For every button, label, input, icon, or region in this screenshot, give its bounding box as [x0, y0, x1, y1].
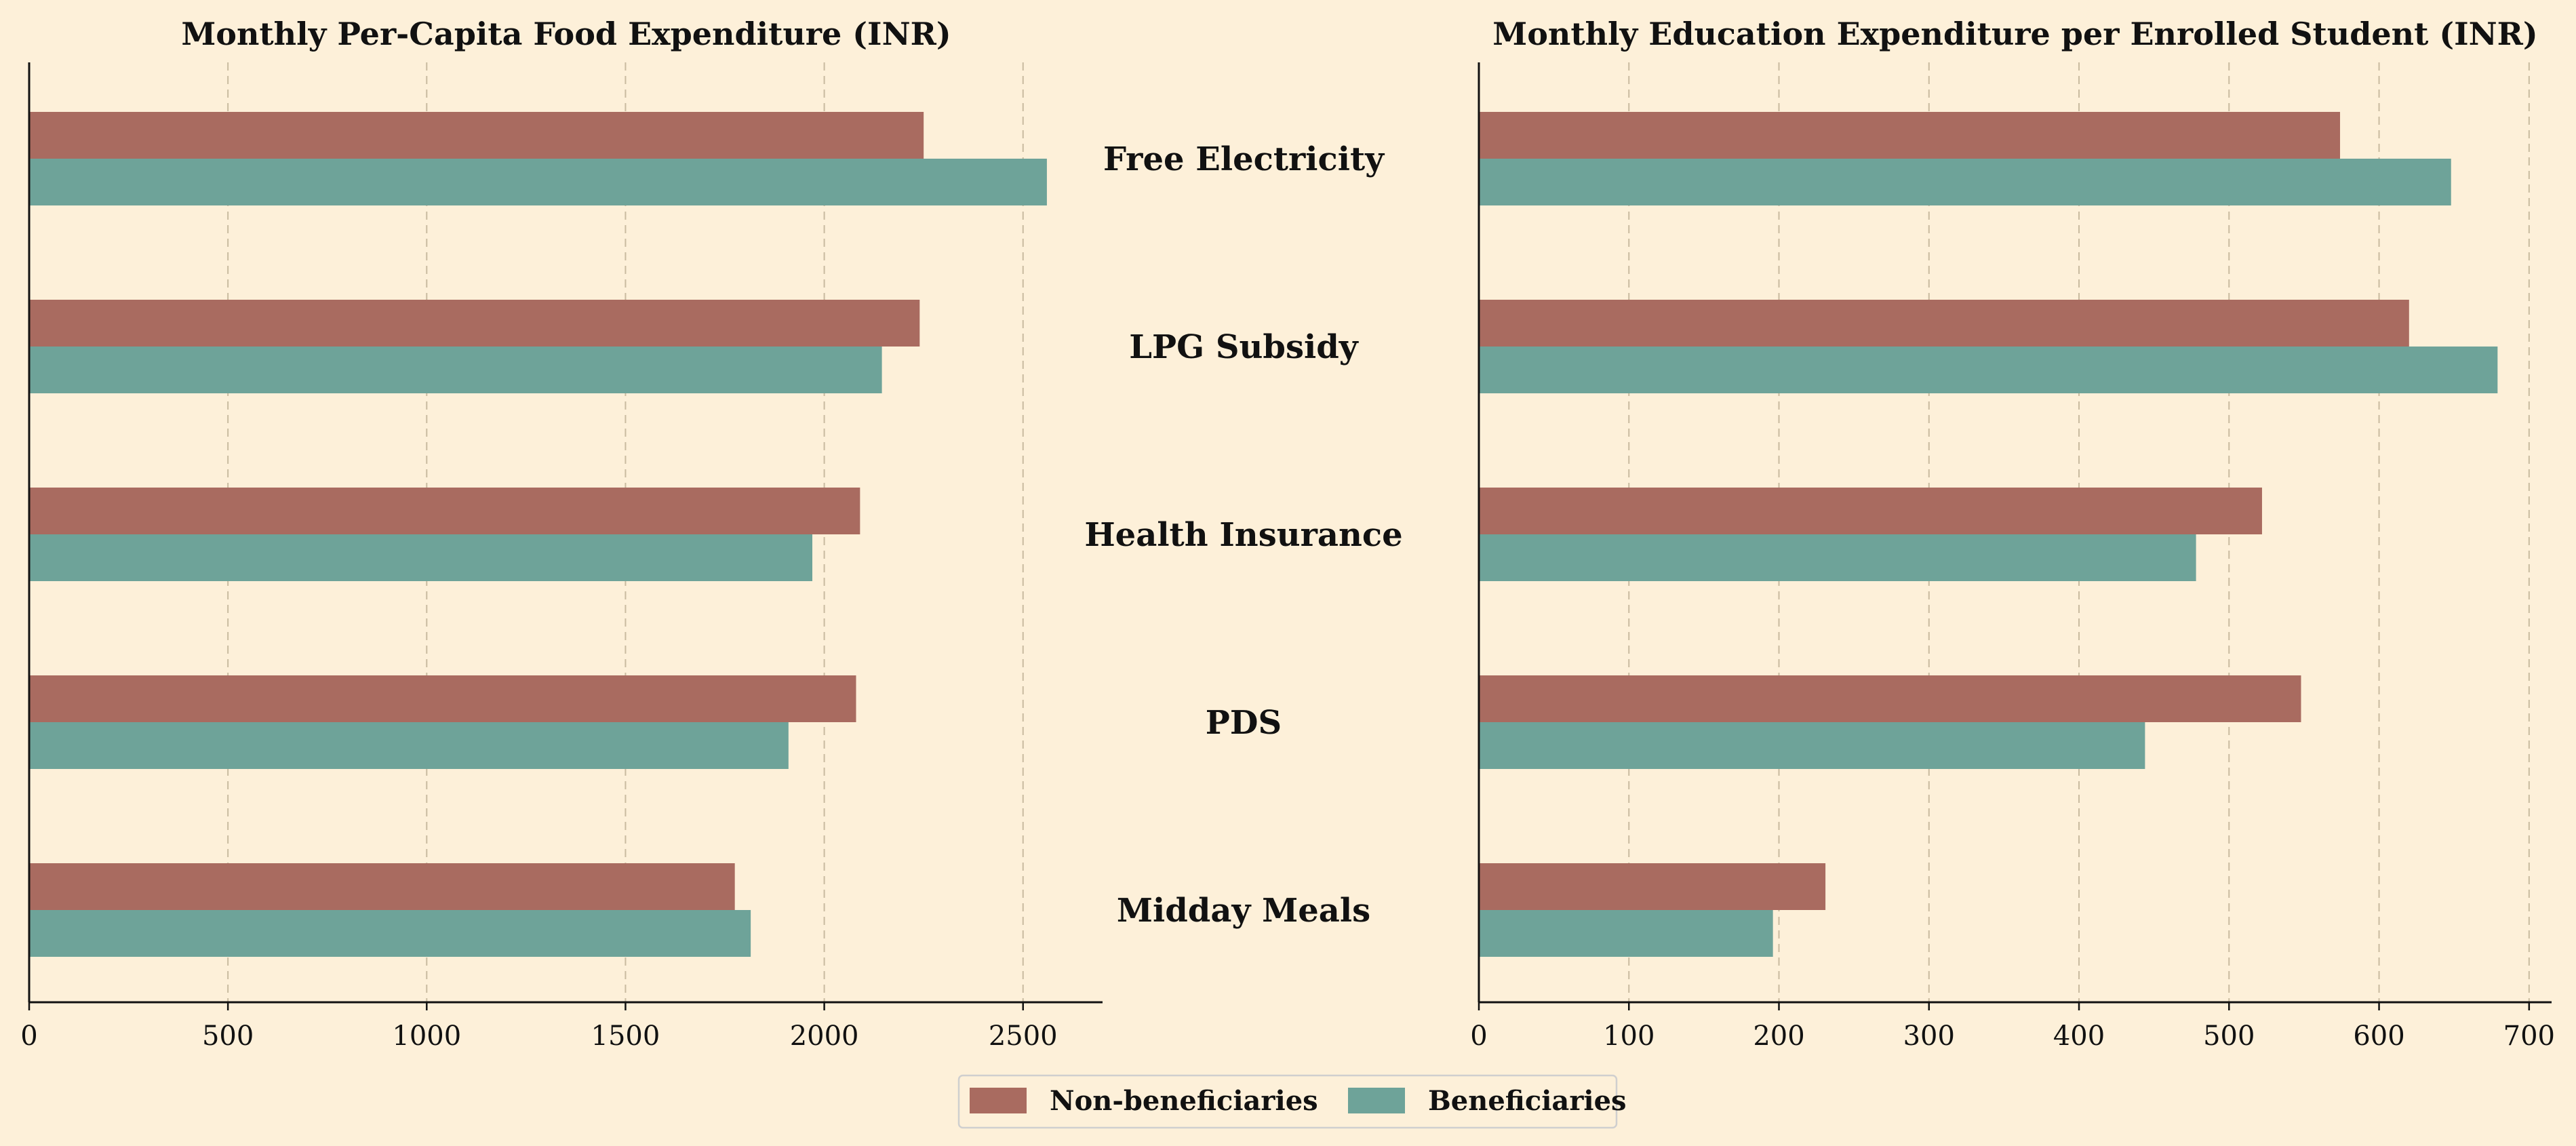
- x-tick-label: 500: [202, 1021, 254, 1052]
- x-tick-label: 300: [1903, 1021, 1955, 1052]
- x-tick-label: 0: [20, 1021, 37, 1052]
- category-label-lpg-subsidy: LPG Subsidy: [1129, 328, 1359, 366]
- x-tick-label: 2000: [790, 1021, 859, 1052]
- bar-non-beneficiaries-health-insurance: [29, 488, 860, 534]
- panel-title: Monthly Per-Capita Food Expenditure (INR…: [181, 16, 951, 52]
- bar-non-beneficiaries-pds: [1479, 675, 2301, 722]
- bar-non-beneficiaries-lpg-subsidy: [29, 300, 920, 347]
- category-labels: Free Electricity LPG Subsidy Health Insura…: [1084, 140, 1402, 930]
- bar-non-beneficiaries-free-electricity: [1479, 112, 2341, 159]
- bar-non-beneficiaries-health-insurance: [1479, 488, 2262, 534]
- x-tick-label: 2500: [989, 1021, 1058, 1052]
- bar-beneficiaries-health-insurance: [1479, 534, 2196, 581]
- legend: Non-beneficiaries Beneficiaries: [957, 1074, 1627, 1129]
- bar-beneficiaries-free-electricity: [1479, 159, 2451, 205]
- bar-non-beneficiaries-pds: [29, 675, 856, 722]
- bar-beneficiaries-midday-meals: [29, 910, 751, 957]
- x-tick-label: 0: [1470, 1021, 1487, 1052]
- x-tick-label: 100: [1603, 1021, 1654, 1052]
- legend-label-beneficiaries: Beneficiaries: [1428, 1085, 1627, 1117]
- bar-beneficiaries-pds: [1479, 722, 2145, 769]
- food-expenditure-panel: Monthly Per-Capita Food Expenditure (INR…: [20, 16, 1103, 1052]
- bar-beneficiaries-health-insurance: [29, 534, 813, 581]
- bar-beneficiaries-lpg-subsidy: [29, 347, 882, 393]
- category-label-free-electricity: Free Electricity: [1103, 140, 1385, 178]
- x-tick-label: 700: [2503, 1021, 2555, 1052]
- category-label-pds: PDS: [1206, 704, 1282, 742]
- category-label-midday-meals: Midday Meals: [1117, 892, 1370, 930]
- panel-title: Monthly Education Expenditure per Enroll…: [1492, 16, 2537, 52]
- x-tick-label: 600: [2353, 1021, 2404, 1052]
- legend-label-non-beneficiaries: Non-beneficiaries: [1050, 1085, 1318, 1117]
- bar-beneficiaries-lpg-subsidy: [1479, 347, 2498, 393]
- x-tick-label: 1000: [392, 1021, 461, 1052]
- x-tick-label: 200: [1753, 1021, 1804, 1052]
- bar-non-beneficiaries-lpg-subsidy: [1479, 300, 2409, 347]
- legend-swatch-non-beneficiaries: [970, 1088, 1027, 1113]
- bar-beneficiaries-midday-meals: [1479, 910, 1773, 957]
- x-tick-label: 400: [2053, 1021, 2105, 1052]
- bar-non-beneficiaries-free-electricity: [29, 112, 924, 159]
- legend-swatch-beneficiaries: [1348, 1088, 1405, 1113]
- bar-beneficiaries-free-electricity: [29, 159, 1047, 205]
- bar-beneficiaries-pds: [29, 722, 789, 769]
- education-expenditure-panel: Monthly Education Expenditure per Enroll…: [1470, 16, 2555, 1052]
- x-tick-label: 500: [2203, 1021, 2255, 1052]
- bar-non-beneficiaries-midday-meals: [1479, 863, 1826, 910]
- category-label-health-insurance: Health Insurance: [1084, 516, 1402, 554]
- legend-box: [957, 1074, 1618, 1129]
- bar-non-beneficiaries-midday-meals: [29, 863, 735, 910]
- x-tick-label: 1500: [591, 1021, 660, 1052]
